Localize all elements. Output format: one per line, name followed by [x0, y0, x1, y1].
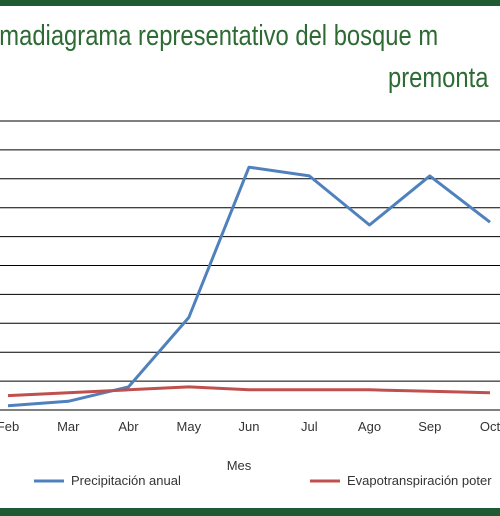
x-tick-labels: Feb Mar Abr May Jun Jul Ago Sep Oct	[0, 419, 500, 434]
top-border-band	[0, 0, 500, 6]
series-line-precipitacion	[7, 165, 491, 408]
legend-label: Precipitación anual	[71, 473, 181, 488]
x-tick-label: Abr	[118, 419, 139, 434]
series-line-evapotranspiracion	[7, 385, 491, 398]
chart-title-line-1: imadiagrama representativo del bosque m	[0, 20, 439, 52]
legend: Precipitación anual Evapotranspiración po…	[34, 473, 492, 488]
chart-title-line-2: premonta	[388, 62, 489, 94]
x-tick-label: Ago	[358, 419, 381, 434]
x-tick-label: Jul	[301, 419, 318, 434]
series-lines	[7, 165, 491, 408]
x-tick-label: Sep	[418, 419, 441, 434]
x-tick-label: Feb	[0, 419, 19, 434]
bottom-border-band	[0, 508, 500, 516]
x-tick-label: Oct	[480, 419, 500, 434]
gridlines	[0, 120, 500, 411]
x-tick-label: Jun	[239, 419, 260, 434]
x-axis-title: Mes	[227, 458, 252, 473]
x-tick-label: May	[177, 419, 202, 434]
x-tick-label: Mar	[57, 419, 80, 434]
legend-label: Evapotranspiración poter	[347, 473, 492, 488]
